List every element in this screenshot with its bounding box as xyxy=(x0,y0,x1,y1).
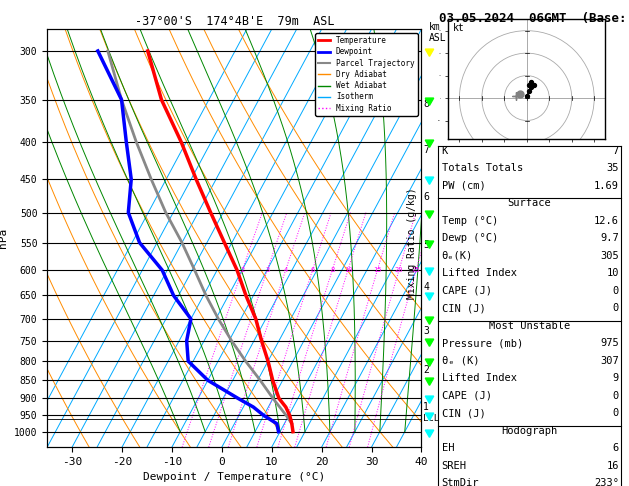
Text: 8: 8 xyxy=(330,267,335,273)
Point xyxy=(526,83,537,91)
Text: θₑ(K): θₑ(K) xyxy=(442,251,473,261)
Text: Lifted Index: Lifted Index xyxy=(442,373,516,383)
Point xyxy=(524,87,534,95)
Text: 12.6: 12.6 xyxy=(594,216,619,226)
Text: km: km xyxy=(429,22,441,32)
Point xyxy=(524,81,534,88)
Text: ASL: ASL xyxy=(429,33,447,43)
Text: Temp (°C): Temp (°C) xyxy=(442,216,498,226)
Text: 8: 8 xyxy=(423,99,429,109)
Text: 0: 0 xyxy=(613,286,619,296)
Text: 5: 5 xyxy=(423,240,429,250)
Text: Lifted Index: Lifted Index xyxy=(442,268,516,278)
Text: 10: 10 xyxy=(606,268,619,278)
Text: StmDir: StmDir xyxy=(442,478,479,486)
Text: 3: 3 xyxy=(265,267,269,273)
Text: Dewp (°C): Dewp (°C) xyxy=(442,233,498,243)
X-axis label: Dewpoint / Temperature (°C): Dewpoint / Temperature (°C) xyxy=(143,472,325,483)
Legend: Temperature, Dewpoint, Parcel Trajectory, Dry Adiabat, Wet Adiabat, Isotherm, Mi: Temperature, Dewpoint, Parcel Trajectory… xyxy=(315,33,418,116)
Text: Most Unstable: Most Unstable xyxy=(489,321,571,331)
Text: 7: 7 xyxy=(613,146,619,156)
Text: 305: 305 xyxy=(600,251,619,261)
Text: 975: 975 xyxy=(600,338,619,348)
Text: 03.05.2024  06GMT  (Base: 00): 03.05.2024 06GMT (Base: 00) xyxy=(439,12,629,25)
Text: Surface: Surface xyxy=(508,198,552,208)
Text: CIN (J): CIN (J) xyxy=(442,408,486,418)
Text: 20: 20 xyxy=(395,267,403,273)
Text: LCL: LCL xyxy=(423,414,440,423)
Text: 15: 15 xyxy=(373,267,382,273)
Text: Mixing Ratio (g/kg): Mixing Ratio (g/kg) xyxy=(407,187,417,299)
Point xyxy=(526,78,537,86)
Text: Totals Totals: Totals Totals xyxy=(442,163,523,174)
Text: 16: 16 xyxy=(606,461,619,471)
Text: 6: 6 xyxy=(423,192,429,202)
Text: 9.7: 9.7 xyxy=(600,233,619,243)
Text: 0: 0 xyxy=(613,303,619,313)
Text: EH: EH xyxy=(442,443,454,453)
Text: 0: 0 xyxy=(613,408,619,418)
Text: kt: kt xyxy=(453,23,465,33)
Text: CAPE (J): CAPE (J) xyxy=(442,391,491,401)
Title: -37°00'S  174°4B'E  79m  ASL: -37°00'S 174°4B'E 79m ASL xyxy=(135,15,334,28)
Text: θₑ (K): θₑ (K) xyxy=(442,356,479,366)
Text: SREH: SREH xyxy=(442,461,467,471)
Text: 233°: 233° xyxy=(594,478,619,486)
Text: CIN (J): CIN (J) xyxy=(442,303,486,313)
Text: 25: 25 xyxy=(412,267,420,273)
Text: K: K xyxy=(442,146,448,156)
Text: 7: 7 xyxy=(423,145,429,155)
Text: 2: 2 xyxy=(423,364,429,375)
Text: 3: 3 xyxy=(423,326,429,336)
Text: Hodograph: Hodograph xyxy=(501,426,558,436)
Text: 1.69: 1.69 xyxy=(594,181,619,191)
Text: 4: 4 xyxy=(284,267,288,273)
Text: 307: 307 xyxy=(600,356,619,366)
Text: PW (cm): PW (cm) xyxy=(442,181,486,191)
Point xyxy=(522,92,532,100)
Y-axis label: hPa: hPa xyxy=(0,228,8,248)
Text: CAPE (J): CAPE (J) xyxy=(442,286,491,296)
Text: 6: 6 xyxy=(613,443,619,453)
Text: 6: 6 xyxy=(310,267,314,273)
Text: 10: 10 xyxy=(343,267,352,273)
Text: 0: 0 xyxy=(613,391,619,401)
Text: Pressure (mb): Pressure (mb) xyxy=(442,338,523,348)
Text: 35: 35 xyxy=(606,163,619,174)
Text: 2: 2 xyxy=(240,267,245,273)
Text: 1: 1 xyxy=(423,402,429,413)
Text: 4: 4 xyxy=(423,282,429,292)
Text: 9: 9 xyxy=(613,373,619,383)
Point xyxy=(528,81,538,88)
